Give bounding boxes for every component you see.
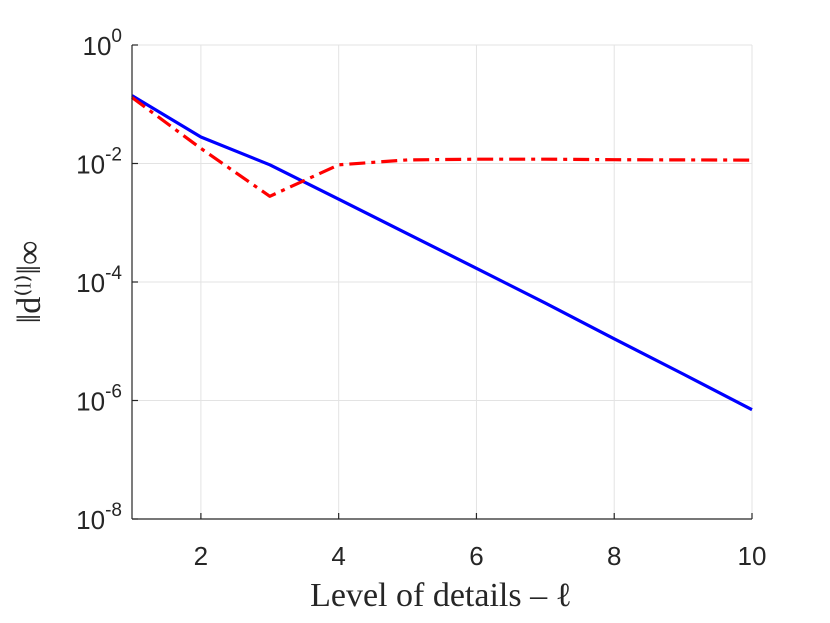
y-tick-base: 10: [83, 31, 112, 61]
y-tick-label: 10-4: [76, 263, 122, 298]
x-tick-label: 2: [194, 541, 208, 571]
y-tick-label: 100: [83, 26, 123, 61]
y-tick-base: 10: [76, 505, 105, 535]
y-tick-label: 10-2: [76, 145, 122, 180]
series-layer: [131, 94, 753, 412]
y-tick-exponent: -6: [105, 382, 122, 403]
y-tick-base: 10: [76, 387, 105, 417]
y-tick-label: 10-8: [76, 500, 122, 535]
y-tick-base: 10: [76, 268, 105, 298]
y-tick-exponent: -8: [105, 500, 122, 521]
x-tick-label: 4: [331, 541, 345, 571]
y-tick-exponent: -2: [105, 145, 122, 166]
y-tick-label: 10-6: [76, 382, 122, 417]
y-tick-exponent: 0: [111, 26, 122, 47]
axes-frame: [131, 44, 753, 520]
y-axis-label: ‖d⁽ˡ⁾‖∞: [11, 241, 48, 324]
y-tick-exponent: -4: [105, 263, 122, 284]
x-tick-label: 8: [607, 541, 621, 571]
x-tick-labels: 2 4 6 8 10: [194, 541, 767, 571]
y-tick-base: 10: [76, 150, 105, 180]
x-tick-label: 10: [738, 541, 767, 571]
x-tick-label: 6: [469, 541, 483, 571]
series-line-1: [131, 94, 753, 412]
x-axis-label: Level of details – ℓ: [310, 577, 572, 614]
series-line-2: [131, 96, 753, 198]
